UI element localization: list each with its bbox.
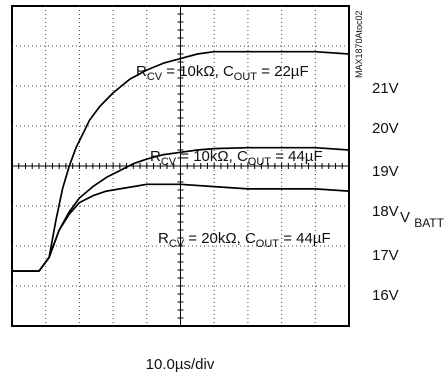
part-id-label: MAX1870Atoc02 (354, 10, 364, 78)
trace-1 (12, 50, 350, 272)
trace-3 (12, 183, 350, 272)
curve-label-2: RCV = 10kΩ, COUT = 44µF (150, 148, 323, 168)
y-axis-label: V BATT (400, 209, 445, 230)
curve-label-text: R (150, 148, 161, 165)
curve-label-text: = 22µF (257, 63, 309, 80)
curve-label-text: = 44µF (271, 148, 323, 165)
curve-label-text: = 20kΩ, C (184, 230, 256, 247)
curve-label-text: = 10kΩ, C (176, 148, 248, 165)
curve-label-subscript: OUT (256, 238, 280, 250)
curve-label-1: RCV = 10kΩ, COUT = 22µF (136, 63, 309, 83)
y-tick-label: 16V (372, 287, 399, 304)
y-axis-label-sub: BATT (414, 216, 444, 230)
curve-label-text: = 10kΩ, C (162, 63, 234, 80)
curve-label-subscript: CV (147, 71, 163, 83)
curve-label-subscript: CV (169, 238, 185, 250)
y-tick-label: 18V (372, 203, 399, 220)
curve-label-text: R (158, 230, 169, 247)
y-tick-label: 19V (372, 163, 399, 180)
y-tick-label: 20V (372, 120, 399, 137)
curve-label-text: R (136, 63, 147, 80)
y-tick-label: 17V (372, 247, 399, 264)
curve-label-subscript: OUT (248, 156, 272, 168)
x-axis-label: 10.0µs/div (146, 356, 215, 373)
curve-label-text: = 44µF (279, 230, 331, 247)
curve-label-subscript: OUT (234, 71, 258, 83)
traces (12, 50, 350, 272)
y-tick-label: 21V (372, 80, 399, 97)
y-tick-labels: 21V 20V 19V 18V 17V 16V (372, 80, 399, 304)
y-axis-label-main: V (400, 209, 410, 226)
curve-label-3: RCV = 20kΩ, COUT = 44µF (158, 230, 331, 250)
curve-label-subscript: CV (161, 156, 177, 168)
grid (11, 5, 349, 327)
